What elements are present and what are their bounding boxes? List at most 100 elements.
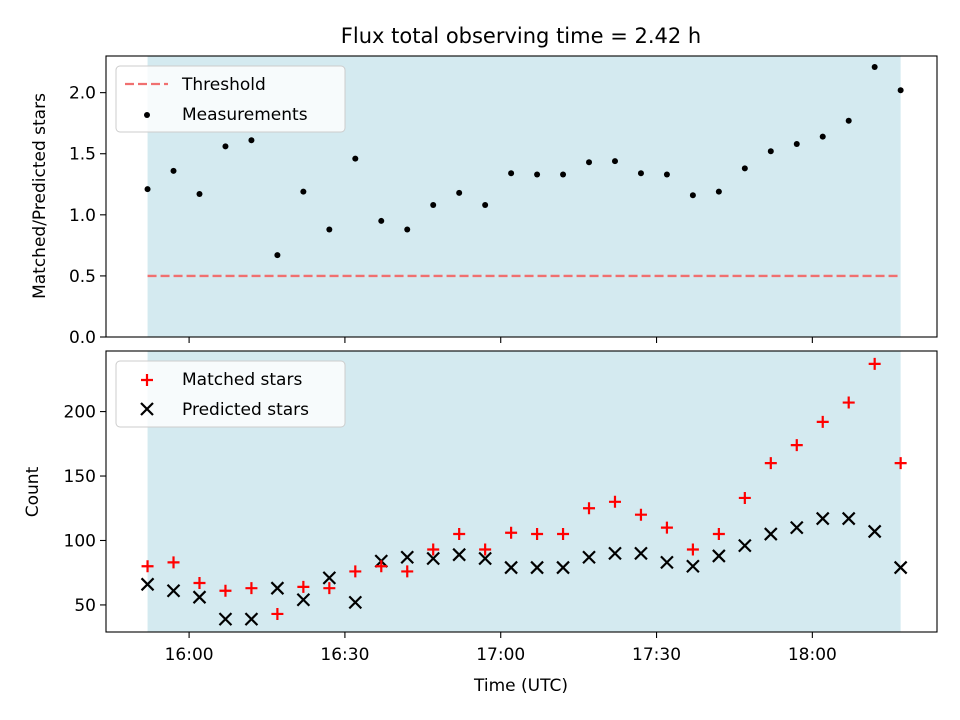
measurement-point	[352, 155, 359, 162]
measurement-point	[404, 226, 411, 233]
matched-stars-point	[738, 491, 751, 504]
predicted-stars-point	[712, 549, 726, 563]
chart-title: Flux total observing time = 2.42 h	[341, 24, 701, 48]
predicted-stars-point	[192, 590, 207, 604]
matched-stars-point	[790, 439, 803, 452]
count-y-tick-label: 150	[64, 467, 96, 487]
measurement-point	[196, 191, 203, 198]
predicted-stars-point	[867, 524, 882, 539]
predicted-stars-point	[270, 581, 285, 595]
matched-stars-point	[531, 528, 544, 541]
matched-stars-point	[686, 543, 699, 556]
predicted-stars-point	[582, 550, 596, 565]
predicted-stars-point	[348, 595, 363, 610]
count-x-tick-label: 16:00	[165, 645, 214, 665]
matched-stars-point	[323, 582, 336, 595]
measurement-point	[897, 87, 904, 94]
count-y-axis-label: Count	[23, 466, 43, 517]
measurement-point	[741, 165, 748, 172]
predicted-stars-point	[244, 612, 259, 626]
legend-measurements-swatch	[144, 112, 150, 118]
legend-matched-label: Matched stars	[182, 370, 302, 390]
predicted-stars-point	[400, 550, 415, 565]
predicted-stars-point	[530, 560, 544, 575]
matched-stars-point	[167, 556, 180, 569]
measurement-point	[508, 170, 515, 177]
matched-stars-point	[583, 502, 596, 515]
matched-stars-point	[349, 565, 362, 578]
predicted-stars-point	[426, 551, 440, 566]
measurement-point	[144, 186, 151, 193]
matched-stars-point	[505, 526, 518, 539]
ratio-y-tick-label: 1.0	[69, 206, 96, 226]
matched-stars-point	[557, 528, 570, 541]
matched-stars-point	[375, 560, 388, 573]
measurement-point	[715, 188, 722, 195]
matched-stars-point	[193, 577, 206, 590]
matched-stars-point	[271, 607, 284, 620]
matched-stars-point	[634, 508, 647, 521]
count-y-ticks: 50 100 150 200	[64, 403, 106, 616]
count-legend: Matched stars Predicted stars	[115, 360, 346, 428]
count-x-tick-label: 16:30	[320, 645, 369, 665]
measurement-point	[300, 188, 307, 195]
measurement-point	[326, 226, 333, 233]
measurement-point	[663, 171, 670, 178]
measurement-point	[637, 170, 644, 177]
count-points	[140, 357, 908, 626]
ratio-y-ticks: 0.0 0.5 1.0 1.5 2.0	[69, 84, 106, 348]
measurement-point	[482, 202, 489, 209]
ratio-y-tick-label: 2.0	[69, 84, 96, 104]
count-legend-box	[115, 360, 346, 428]
predicted-stars-point	[140, 577, 155, 592]
measurement-point	[586, 159, 593, 166]
measurement-point	[248, 137, 255, 144]
measurement-point	[819, 133, 826, 140]
predicted-stars-point	[296, 592, 311, 607]
predicted-stars-point	[478, 551, 492, 566]
predicted-stars-point	[660, 555, 674, 570]
measurement-point	[560, 171, 567, 178]
measurement-point	[534, 171, 541, 178]
predicted-stars-point	[166, 583, 181, 598]
measurement-point	[689, 192, 696, 199]
predicted-stars-point	[893, 560, 908, 575]
count-x-tick-label: 17:00	[476, 645, 525, 665]
predicted-stars-point	[504, 560, 518, 575]
measurement-point	[222, 143, 229, 150]
count-y-tick-label: 200	[64, 403, 96, 423]
predicted-stars-point	[634, 546, 648, 561]
matched-stars-point	[453, 528, 466, 541]
predicted-stars-point	[452, 547, 466, 562]
measurement-point	[170, 167, 177, 174]
ratio-x-ticks	[188, 337, 813, 343]
matched-stars-point	[427, 543, 440, 556]
measurement-point	[845, 117, 852, 124]
ratio-panel: 0.00.51.01.52.0 Matched/Predicted stars …	[30, 55, 938, 348]
measurement-point	[378, 217, 385, 224]
ratio-panel-frame	[105, 55, 938, 338]
predicted-stars-point	[686, 559, 700, 574]
legend-predicted-swatch	[140, 402, 154, 416]
measurement-points	[144, 63, 904, 259]
measurement-point	[456, 189, 463, 196]
matched-stars-point	[608, 495, 621, 508]
ratio-y-tick-label: 1.5	[69, 145, 96, 165]
predicted-stars-point	[322, 571, 337, 585]
predicted-stars-point	[764, 527, 778, 541]
predicted-stars-point	[608, 546, 622, 561]
legend-measurements-label: Measurements	[182, 105, 308, 125]
predicted-stars-point	[738, 538, 752, 553]
matched-stars-point	[712, 528, 725, 541]
predicted-stars-point	[218, 612, 233, 626]
matched-stars-point	[401, 565, 414, 578]
measurement-point	[793, 140, 800, 147]
predicted-stars-point	[815, 511, 830, 526]
ratio-y-axis-label: Matched/Predicted stars	[30, 93, 50, 299]
ratio-legend: Threshold Measurements	[115, 65, 346, 133]
legend-matched-swatch	[141, 374, 153, 386]
matched-stars-point	[245, 582, 258, 595]
ratio-legend-box	[115, 65, 346, 133]
matched-stars-point	[842, 396, 855, 409]
